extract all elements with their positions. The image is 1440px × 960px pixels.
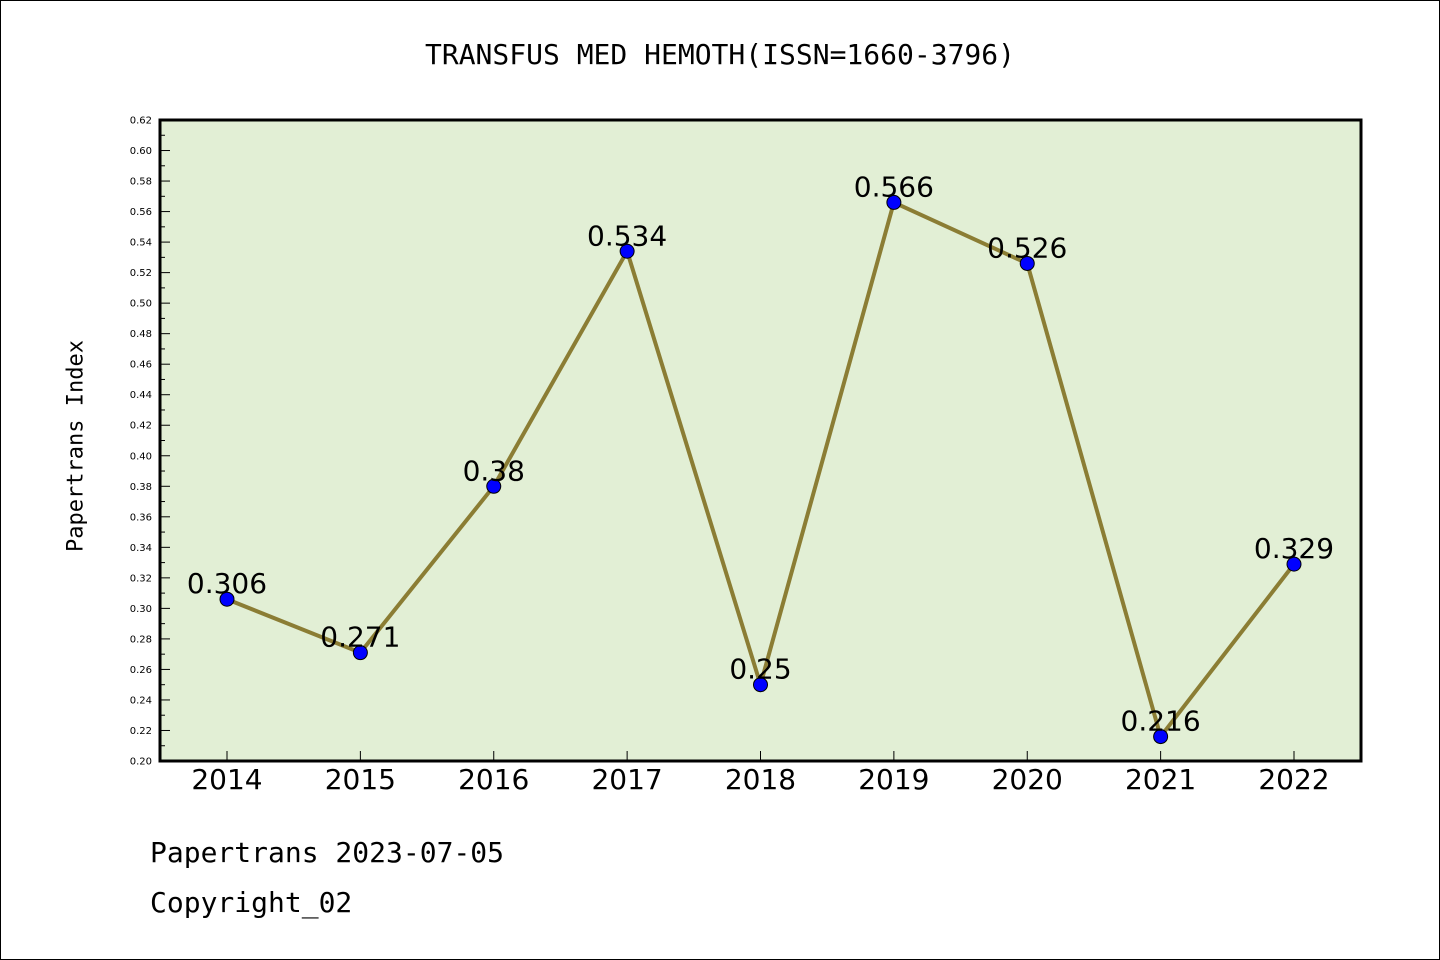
- data-point: [886, 194, 902, 210]
- x-tick-label: 2016: [458, 763, 529, 796]
- x-tick-label: 2019: [858, 763, 929, 796]
- data-labels: 0.306 0.271 0.38 0.534 0.25 0.566 0.526 0.216 0.…: [187, 170, 1334, 737]
- data-point: [1153, 729, 1169, 745]
- x-tick-label: 2022: [1258, 763, 1329, 796]
- data-point: [1019, 255, 1035, 271]
- x-axis: 2014 2015 2016 2017 2018 2019 2020 2021 2022: [191, 751, 1330, 796]
- y-tick-label: 0.48: [130, 329, 152, 340]
- plot-border: [158, 118, 1363, 763]
- data-label: 0.329: [1254, 532, 1334, 565]
- x-tick-label: 2018: [725, 763, 796, 796]
- y-tick-label: 0.58: [130, 177, 152, 188]
- y-tick-label: 0.38: [130, 482, 152, 493]
- y-tick-label: 0.52: [130, 268, 152, 279]
- y-tick-label: 0.40: [130, 451, 152, 462]
- x-tick-label: 2021: [1125, 763, 1196, 796]
- y-tick-label: 0.42: [130, 421, 152, 432]
- data-label: 0.271: [320, 621, 400, 654]
- data-point: [352, 645, 368, 661]
- x-tick-label: 2020: [992, 763, 1063, 796]
- y-tick-label: 0.20: [130, 757, 152, 768]
- data-label: 0.38: [463, 454, 525, 487]
- data-point: [753, 677, 768, 693]
- y-tick-label: 0.34: [130, 543, 152, 554]
- y-tick-label: 0.22: [130, 726, 152, 737]
- data-point: [219, 591, 235, 607]
- data-points: [219, 194, 1302, 745]
- data-point: [619, 243, 635, 259]
- x-tick-label: 2015: [325, 763, 396, 796]
- y-tick-label: 0.26: [130, 665, 152, 676]
- chart-title: TRANSFUS MED HEMOTH(ISSN=1660-3796): [424, 38, 1015, 71]
- y-tick-label: 0.28: [130, 634, 152, 645]
- data-point: [486, 478, 502, 494]
- y-tick-label: 0.32: [130, 573, 152, 584]
- y-tick-label: 0.56: [130, 207, 152, 218]
- y-tick-label: 0.46: [130, 360, 152, 371]
- data-point: [1286, 556, 1302, 572]
- y-tick-label: 0.60: [130, 146, 152, 157]
- y-axis: 0.20 0.22 0.24 0.26 0.28 0.30 0.32 0.34 0.36 0.38…: [130, 116, 170, 768]
- data-label: 0.526: [987, 231, 1067, 264]
- y-tick-label: 0.24: [130, 695, 152, 706]
- y-tick-label: 0.50: [130, 299, 152, 310]
- y-tick-label: 0.30: [130, 604, 152, 615]
- y-tick-label: 0.36: [130, 512, 152, 523]
- footer-date: Papertrans 2023-07-05: [150, 836, 505, 869]
- data-label: 0.306: [187, 567, 267, 600]
- x-tick-label: 2017: [591, 763, 662, 796]
- y-tick-label: 0.44: [130, 390, 152, 401]
- data-label: 0.534: [587, 219, 667, 252]
- data-label: 0.566: [854, 170, 934, 203]
- x-tick-label: 2014: [191, 763, 262, 796]
- y-tick-label: 0.62: [130, 116, 152, 127]
- y-tick-label: 0.54: [130, 238, 152, 249]
- data-label: 0.216: [1121, 705, 1201, 738]
- data-label: 0.25: [729, 653, 791, 686]
- footer-copyright: Copyright_02: [150, 886, 353, 919]
